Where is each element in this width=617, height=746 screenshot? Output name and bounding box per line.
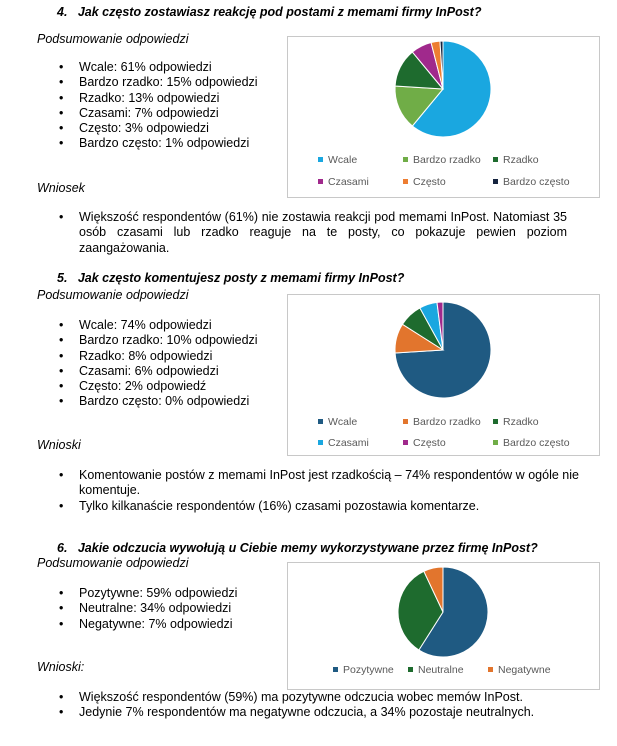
conclusion-item: Komentowanie postów z memami InPost jest… bbox=[59, 468, 579, 499]
conclusion-list: Większość respondentów (61%) nie zostawi… bbox=[59, 210, 567, 256]
legend-swatch bbox=[403, 179, 408, 184]
answer-list: Wcale: 74% odpowiedzi Bardzo rzadko: 10%… bbox=[59, 318, 258, 410]
legend-swatch bbox=[318, 419, 323, 424]
legend-swatch bbox=[493, 440, 498, 445]
summary-heading: Podsumowanie odpowiedzi bbox=[37, 32, 189, 46]
pie-slice-negatywne bbox=[423, 566, 444, 613]
pie-chart-svg: Pozytywne Neutralne Negatywne bbox=[333, 566, 551, 676]
conclusion-list: Komentowanie postów z memami InPost jest… bbox=[59, 468, 579, 514]
pie-slice-czesto bbox=[436, 301, 444, 351]
answer-item: Neutralne: 34% odpowiedzi bbox=[59, 601, 237, 617]
answer-item: Bardzo rzadko: 10% odpowiedzi bbox=[59, 333, 258, 349]
legend-label: Bardzo rzadko bbox=[413, 154, 481, 166]
conclusion-list: Większość respondentów (59%) ma pozytywn… bbox=[59, 690, 579, 721]
answer-item: Rzadko: 13% odpowiedzi bbox=[59, 91, 258, 107]
legend-label: Często bbox=[413, 437, 446, 449]
conclusion-item: Jedynie 7% respondentów ma negatywne odc… bbox=[59, 705, 579, 721]
legend-swatch bbox=[333, 667, 338, 672]
legend-item-wcale: Wcale bbox=[318, 416, 357, 428]
legend-item-rzadko: Rzadko bbox=[493, 416, 539, 428]
question-title: 5. Jak często komentujesz posty z memami… bbox=[57, 271, 405, 285]
answer-item: Bardzo często: 0% odpowiedzi bbox=[59, 394, 258, 410]
legend-item-czesto: Często bbox=[403, 176, 446, 188]
legend-item-bardzo-rzadko: Bardzo rzadko bbox=[403, 154, 481, 166]
summary-heading: Podsumowanie odpowiedzi bbox=[37, 288, 189, 302]
legend-label: Neutralne bbox=[418, 664, 464, 676]
legend-swatch bbox=[493, 157, 498, 162]
pie-slice-pozytywne bbox=[418, 566, 489, 658]
legend-item-bardzo-czesto: Bardzo często bbox=[493, 437, 570, 449]
answer-item: Często: 2% odpowiedź bbox=[59, 379, 258, 395]
answer-item: Czasami: 6% odpowiedzi bbox=[59, 364, 258, 380]
legend-label: Bardzo często bbox=[503, 176, 570, 188]
pie-chart-reactions: Wcale Bardzo rzadko Rzadko Czasami Często Bar… bbox=[287, 36, 600, 198]
conclusion-item: Większość respondentów (59%) ma pozytywn… bbox=[59, 690, 579, 706]
legend-swatch bbox=[403, 157, 408, 162]
legend-swatch bbox=[318, 179, 323, 184]
answer-item: Często: 3% odpowiedzi bbox=[59, 121, 258, 137]
legend-swatch bbox=[493, 419, 498, 424]
legend-label: Rzadko bbox=[503, 416, 539, 428]
pie-slice-bardzo-czesto bbox=[439, 40, 444, 90]
legend-item-rzadko: Rzadko bbox=[493, 154, 539, 166]
answer-item: Czasami: 7% odpowiedzi bbox=[59, 106, 258, 122]
legend-item-czasami: Czasami bbox=[318, 176, 369, 188]
legend-item-bardzo-rzadko: Bardzo rzadko bbox=[403, 416, 481, 428]
conclusion-item: Tylko kilkanaście respondentów (16%) cza… bbox=[59, 499, 579, 515]
legend-swatch bbox=[318, 157, 323, 162]
pie-chart-svg: Wcale Bardzo rzadko Rzadko Czasami Często Bar… bbox=[318, 40, 570, 188]
conclusion-heading: Wniosek bbox=[37, 181, 85, 195]
pie-chart-comments: Wcale Bardzo rzadko Rzadko Czasami Często Bar… bbox=[287, 294, 600, 456]
legend-swatch bbox=[403, 440, 408, 445]
conclusion-item: Większość respondentów (61%) nie zostawi… bbox=[59, 210, 567, 256]
legend-label: Czasami bbox=[328, 437, 369, 449]
legend-item-pozytywne: Pozytywne bbox=[333, 664, 394, 676]
legend-item-wcale: Wcale bbox=[318, 154, 357, 166]
legend-label: Wcale bbox=[328, 416, 357, 428]
legend-swatch bbox=[403, 419, 408, 424]
answer-item: Bardzo rzadko: 15% odpowiedzi bbox=[59, 75, 258, 91]
pie-slice-neutralne bbox=[397, 570, 444, 651]
answer-item: Pozytywne: 59% odpowiedzi bbox=[59, 586, 237, 602]
answer-item: Wcale: 61% odpowiedzi bbox=[59, 60, 258, 76]
legend-swatch bbox=[318, 440, 323, 445]
answer-list: Wcale: 61% odpowiedzi Bardzo rzadko: 15%… bbox=[59, 60, 258, 152]
legend-label: Często bbox=[413, 176, 446, 188]
legend-swatch bbox=[408, 667, 413, 672]
pie-chart-svg: Wcale Bardzo rzadko Rzadko Czasami Często Bar… bbox=[318, 301, 570, 449]
legend-label: Rzadko bbox=[503, 154, 539, 166]
legend-label: Czasami bbox=[328, 176, 369, 188]
legend-item-czesto: Często bbox=[403, 437, 446, 449]
answer-item: Bardzo często: 1% odpowiedzi bbox=[59, 136, 258, 152]
question-title: 4. Jak często zostawiasz reakcję pod pos… bbox=[57, 5, 482, 19]
answer-list: Pozytywne: 59% odpowiedzi Neutralne: 34%… bbox=[59, 586, 237, 632]
legend-item-negatywne: Negatywne bbox=[488, 664, 551, 676]
legend-label: Wcale bbox=[328, 154, 357, 166]
legend-swatch bbox=[493, 179, 498, 184]
conclusion-heading: Wnioski: bbox=[37, 660, 85, 674]
legend-item-czasami: Czasami bbox=[318, 437, 369, 449]
legend-label: Bardzo rzadko bbox=[413, 416, 481, 428]
legend-swatch bbox=[488, 667, 493, 672]
legend-label: Negatywne bbox=[498, 664, 551, 676]
pie-slice-wcale bbox=[411, 40, 492, 138]
answer-item: Rzadko: 8% odpowiedzi bbox=[59, 349, 258, 365]
question-title: 6. Jakie odczucia wywołują u Ciebie memy… bbox=[57, 541, 538, 555]
legend-item-bardzo-czesto: Bardzo często bbox=[493, 176, 570, 188]
answer-item: Negatywne: 7% odpowiedzi bbox=[59, 617, 237, 633]
summary-heading: Podsumowanie odpowiedzi bbox=[37, 556, 189, 570]
conclusion-heading: Wnioski bbox=[37, 438, 81, 452]
legend-label: Pozytywne bbox=[343, 664, 394, 676]
pie-chart-feelings: Pozytywne Neutralne Negatywne bbox=[287, 562, 600, 690]
legend-item-neutralne: Neutralne bbox=[408, 664, 464, 676]
answer-item: Wcale: 74% odpowiedzi bbox=[59, 318, 258, 334]
legend-label: Bardzo często bbox=[503, 437, 570, 449]
